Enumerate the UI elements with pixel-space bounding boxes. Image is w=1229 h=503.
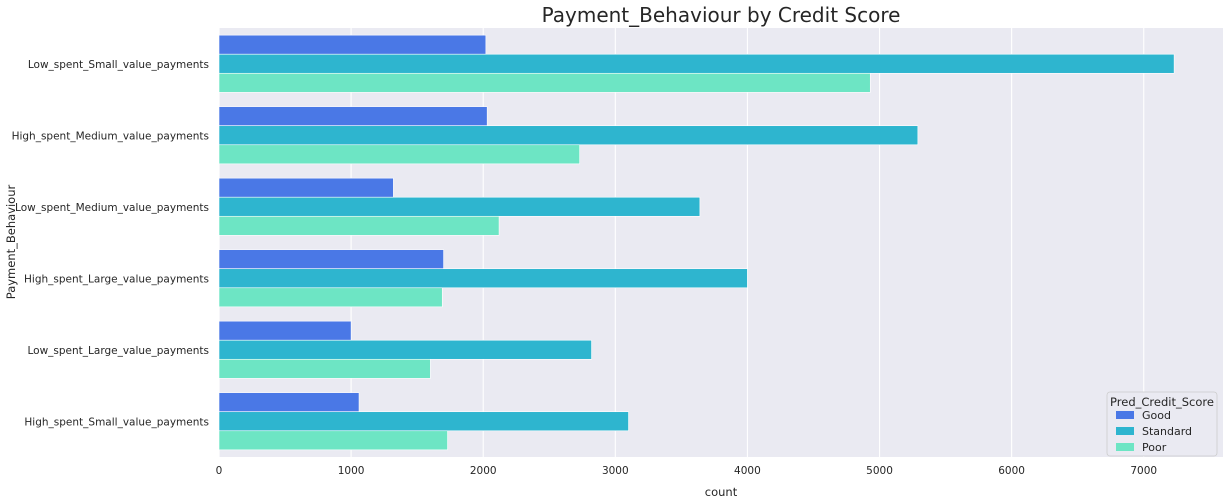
legend: Pred_Credit_Score Good Standard Poor — [1106, 391, 1218, 457]
bar-good — [218, 106, 488, 127]
legend-label-standard: Standard — [1142, 425, 1192, 438]
y-tick-label: Low_spent_Small_value_payments — [28, 59, 209, 71]
legend-swatch-standard — [1116, 427, 1134, 435]
y-tick-label: High_spent_Large_value_payments — [24, 273, 209, 285]
grid-lines — [218, 28, 1145, 457]
y-tick-label: Low_spent_Large_value_payments — [27, 345, 209, 357]
bar-standard — [218, 53, 1175, 74]
x-tick-labels: 0 1000 2000 3000 4000 5000 6000 7000 — [216, 465, 1157, 477]
bar-poor — [218, 430, 448, 451]
x-tick-label: 3000 — [602, 465, 629, 477]
x-tick-label: 6000 — [998, 465, 1025, 477]
legend-swatch-poor — [1116, 443, 1134, 451]
y-tick-labels: Low_spent_Small_value_payments High_spent… — [12, 59, 209, 429]
legend-title: Pred_Credit_Score — [1110, 395, 1214, 409]
bar-poor — [218, 72, 871, 93]
bar-poor — [218, 215, 500, 236]
y-tick-label: High_spent_Small_value_payments — [24, 416, 209, 428]
x-tick-label: 4000 — [734, 465, 761, 477]
legend-label-poor: Poor — [1142, 441, 1167, 454]
bar-poor — [218, 358, 431, 379]
legend-label-good: Good — [1142, 409, 1171, 422]
y-tick-label: High_spent_Medium_value_payments — [12, 130, 209, 142]
legend-swatch-good — [1116, 411, 1134, 419]
bar-standard — [218, 339, 592, 360]
bar-poor — [218, 144, 580, 165]
bar-good — [218, 249, 444, 270]
chart-title: Payment_Behaviour by Credit Score — [542, 3, 901, 27]
bar-standard — [218, 411, 629, 432]
bar-standard — [218, 125, 919, 146]
x-axis-label: count — [705, 485, 738, 499]
x-tick-label: 1000 — [338, 465, 365, 477]
x-tick-label: 0 — [216, 465, 223, 477]
x-tick-label: 2000 — [470, 465, 497, 477]
x-tick-label: 7000 — [1130, 465, 1157, 477]
bar-good — [218, 177, 394, 198]
bar-good — [218, 320, 352, 341]
y-axis-label: Payment_Behaviour — [4, 185, 18, 300]
y-tick-label: Low_spent_Medium_value_payments — [15, 202, 209, 214]
bar-good — [218, 34, 487, 55]
bar-good — [218, 392, 360, 413]
legend-box — [1106, 391, 1218, 457]
plot-background — [219, 28, 1223, 457]
bar-poor — [218, 287, 443, 308]
x-tick-label: 5000 — [866, 465, 893, 477]
bar-standard — [218, 196, 701, 217]
bars — [218, 34, 1175, 451]
bar-standard — [218, 268, 748, 289]
